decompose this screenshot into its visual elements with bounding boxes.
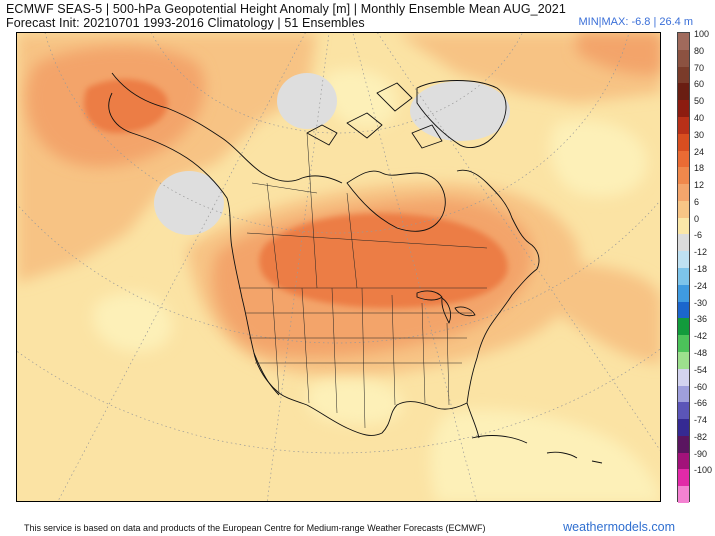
- colorbar-label: -66: [694, 398, 708, 409]
- colorbar-swatch: [678, 66, 689, 84]
- coast-alaska-north: [111, 72, 343, 184]
- colorbar-swatch: [678, 301, 689, 319]
- colorbar-label: -90: [694, 448, 708, 459]
- colorbar-swatch: [678, 486, 689, 504]
- colorbar-swatch: [678, 150, 689, 168]
- colorbar-swatch: [678, 284, 689, 303]
- colorbar-label: -18: [694, 264, 708, 274]
- coast-greenland: [416, 80, 507, 149]
- colorbar-label: 50: [694, 96, 705, 107]
- chart-subtitle: Forecast Init: 20210701 1993-2016 Climat…: [6, 16, 365, 30]
- coastlines: [108, 72, 603, 464]
- colorbar-swatch: [678, 251, 689, 269]
- colorbar-label: -42: [694, 331, 708, 342]
- state-lines-horizontal: [245, 312, 472, 364]
- pale-yellow-pockets: [92, 69, 660, 501]
- colorbar-label: -24: [694, 280, 708, 291]
- colorbar-swatch: [678, 452, 689, 470]
- coast-hudson-bay: [346, 170, 446, 232]
- colorbar-swatch: [678, 49, 689, 68]
- colorbar-label: 40: [694, 112, 705, 123]
- gray-region-arctic: [277, 73, 337, 129]
- coast-labrador: [456, 169, 540, 270]
- colorbar-label: 80: [694, 45, 705, 56]
- colorbar-label: -12: [694, 247, 708, 258]
- colorbar-swatch: [678, 435, 689, 454]
- colorbar-label: -82: [694, 431, 708, 442]
- colorbar-swatch: [678, 83, 689, 101]
- colorbar-swatch: [678, 33, 689, 51]
- colorbar-label: 70: [694, 62, 705, 73]
- colorbar-label: 6: [694, 196, 700, 207]
- colorbar-swatch: [678, 385, 689, 403]
- colorbar-label: -48: [694, 347, 708, 358]
- political-boundaries: [239, 132, 488, 429]
- colorbar-swatch: [678, 368, 689, 386]
- colorbar-swatch: [678, 100, 689, 118]
- coast-baja: [253, 352, 280, 396]
- colorbar-label: -36: [694, 314, 708, 325]
- longitude-lines: [57, 33, 660, 501]
- colorbar-swatch: [678, 200, 689, 219]
- strong-orange-cores: [83, 79, 508, 308]
- coast-atlantic: [466, 268, 538, 439]
- colorbar-swatch: [678, 234, 689, 252]
- colorbar-label: 100: [694, 29, 710, 39]
- colorbar-label: 30: [694, 129, 705, 140]
- colorbar-swatch: [678, 184, 689, 202]
- coast-arctic-islands: [306, 82, 443, 149]
- colorbar-swatch: [678, 116, 689, 135]
- colorbar-swatch: [678, 133, 689, 151]
- colorbar-label: 18: [694, 163, 705, 174]
- colorbar-label: 12: [694, 180, 705, 191]
- colorbar-label: -6: [694, 230, 703, 241]
- colorbar-swatch: [678, 402, 689, 420]
- colorbar-label: -74: [694, 415, 708, 426]
- colorbar-swatch: [678, 217, 689, 235]
- footer-credit: This service is based on data and produc…: [24, 523, 486, 533]
- anomaly-map: [16, 32, 661, 502]
- colorbar-label: -30: [694, 297, 708, 308]
- colorbar-label: 60: [694, 79, 705, 90]
- colorbar-swatch: [678, 268, 689, 286]
- chart-title: ECMWF SEAS-5 | 500-hPa Geopotential Heig…: [6, 2, 566, 16]
- map-svg: [17, 33, 660, 501]
- brand-link[interactable]: weathermodels.com: [563, 520, 675, 534]
- colorbar-swatch: [678, 469, 689, 487]
- colorbar-label: -54: [694, 364, 708, 375]
- colorbar-label: 0: [694, 213, 700, 224]
- gray-region-greenland: [410, 81, 510, 141]
- colorbar-swatch: [678, 335, 689, 353]
- gray-region-pacific-nw: [154, 171, 224, 235]
- colorbar-label: -100: [694, 465, 713, 476]
- colorbar-swatch: [678, 419, 689, 437]
- colorbar-swatch: [678, 167, 689, 185]
- coast-caribbean: [471, 435, 603, 464]
- colorbar: [677, 32, 690, 504]
- colorbar-swatch: [678, 351, 689, 370]
- min-max-readout: MIN|MAX: -6.8 | 26.4 m: [578, 16, 693, 28]
- colorbar-label: 24: [694, 146, 705, 157]
- state-lines-vertical: [271, 287, 450, 429]
- coast-gulf: [306, 401, 468, 436]
- colorbar-swatch: [678, 318, 689, 336]
- neutral-gray-regions: [154, 73, 510, 235]
- province-lines: [246, 132, 488, 289]
- colorbar-label: -60: [694, 381, 708, 392]
